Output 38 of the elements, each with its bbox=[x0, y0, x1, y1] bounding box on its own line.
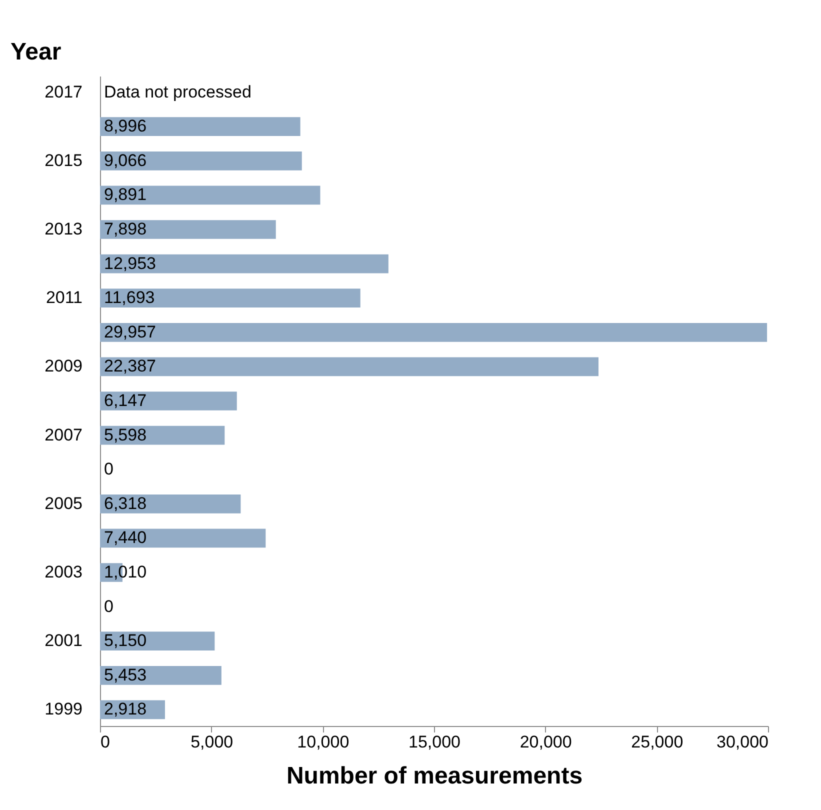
y-tick-label: 2005 bbox=[44, 494, 82, 513]
data-label: 9,891 bbox=[104, 185, 147, 204]
y-tick-label: 2009 bbox=[44, 356, 82, 376]
x-tick-label: 15,000 bbox=[408, 732, 460, 752]
y-axis-title: Year bbox=[10, 38, 62, 66]
data-label: 6,147 bbox=[104, 391, 147, 410]
data-label: 1,010 bbox=[104, 562, 147, 582]
data-label: 29,957 bbox=[104, 322, 156, 342]
data-label: 9,066 bbox=[104, 150, 147, 170]
data-label: 11,693 bbox=[104, 288, 155, 308]
data-label: 7,440 bbox=[104, 528, 147, 548]
text: Data not processed bbox=[104, 82, 252, 102]
y-tick-label: 2003 bbox=[44, 562, 82, 582]
y-tick-label: 2001 bbox=[44, 631, 82, 650]
y-tick-label: 2007 bbox=[44, 425, 82, 444]
data-label: 5,598 bbox=[104, 425, 147, 444]
y-tick-label: 2017 bbox=[44, 82, 82, 102]
x-tick-label: 30,000 bbox=[716, 732, 768, 752]
data-label: 22,387 bbox=[104, 356, 156, 376]
data-label: 6,318 bbox=[104, 494, 147, 513]
data-label: 7,898 bbox=[104, 219, 147, 238]
data-label: 2,918 bbox=[104, 700, 147, 719]
x-tick-label: 20,000 bbox=[520, 732, 572, 752]
data-label: 0 bbox=[104, 460, 114, 479]
data-label: 8,996 bbox=[104, 116, 147, 136]
x-axis-title: Number of measurements bbox=[286, 762, 583, 790]
x-tick-label: 25,000 bbox=[631, 732, 684, 752]
y-tick-label: 1999 bbox=[44, 700, 82, 719]
x-tick-label: 0 bbox=[100, 732, 110, 752]
data-label: 0 bbox=[104, 596, 114, 616]
data-label: 12,953 bbox=[104, 254, 156, 273]
x-tick-label: 10,000 bbox=[297, 732, 350, 752]
data-label: 5,453 bbox=[104, 665, 147, 684]
x-tick-label: 5,000 bbox=[190, 732, 234, 752]
y-tick-label: 2011 bbox=[46, 288, 82, 308]
y-tick-label: 2013 bbox=[44, 219, 82, 238]
data-label: 5,150 bbox=[104, 631, 147, 650]
y-tick-label: 2015 bbox=[44, 150, 82, 170]
